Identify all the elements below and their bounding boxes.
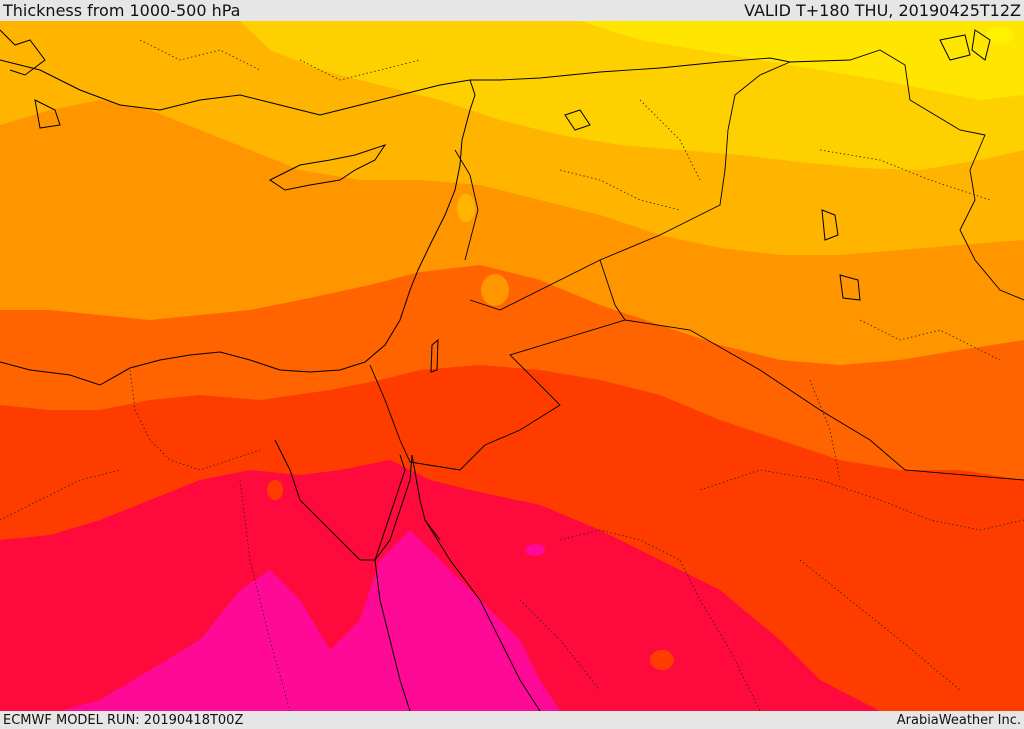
map-title: Thickness from 1000-500 hPa (3, 1, 241, 20)
patch-red-sea (525, 544, 545, 556)
province-borders (0, 39, 1024, 711)
valid-time: VALID T+180 THU, 20190425T12Z (744, 1, 1021, 20)
footer-bar: ECMWF MODEL RUN: 20190418T00Z ArabiaWeat… (0, 711, 1024, 729)
header-bar: Thickness from 1000-500 hPa VALID T+180 … (0, 0, 1024, 21)
sinai-east-coast (374, 454, 406, 561)
coastlines (0, 29, 991, 711)
country-borders (369, 49, 1024, 481)
patch-hejaz (650, 650, 674, 670)
patch-ne (986, 26, 1014, 44)
credit: ArabiaWeather Inc. (896, 712, 1021, 728)
patch-negev (481, 274, 509, 306)
map-svg (0, 21, 1024, 711)
thickness-map (0, 21, 1024, 711)
model-run: ECMWF MODEL RUN: 20190418T00Z (3, 712, 244, 728)
band-yellow (580, 21, 1024, 100)
patch-levant (457, 194, 475, 222)
patch-sinai (267, 480, 283, 500)
